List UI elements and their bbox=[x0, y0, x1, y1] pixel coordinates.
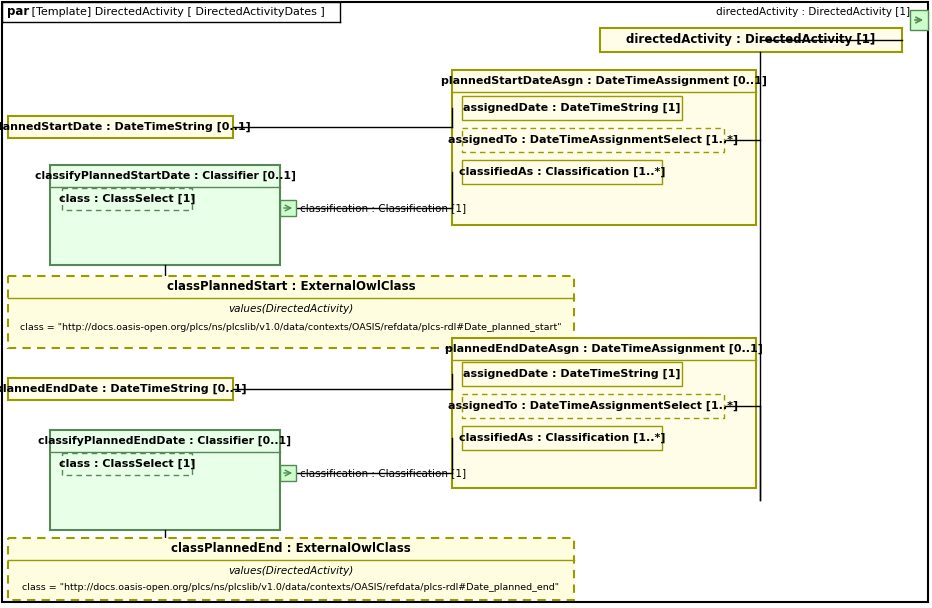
Bar bbox=[462, 128, 724, 152]
Text: assignedDate : DateTimeString [1]: assignedDate : DateTimeString [1] bbox=[463, 103, 680, 113]
Bar bbox=[280, 465, 296, 481]
Bar bbox=[62, 188, 192, 210]
Text: classifyPlannedStartDate : Classifier [0..1]: classifyPlannedStartDate : Classifier [0… bbox=[34, 171, 295, 181]
Text: values(DirectedActivity): values(DirectedActivity) bbox=[228, 304, 353, 314]
Text: plannedEndDateAsgn : DateTimeAssignment [0..1]: plannedEndDateAsgn : DateTimeAssignment … bbox=[445, 344, 763, 354]
Text: plannedStartDateAsgn : DateTimeAssignment [0..1]: plannedStartDateAsgn : DateTimeAssignmen… bbox=[441, 76, 767, 86]
Bar bbox=[50, 165, 280, 265]
Bar bbox=[452, 70, 756, 225]
Text: class : ClassSelect [1]: class : ClassSelect [1] bbox=[59, 459, 195, 469]
Text: class : ClassSelect [1]: class : ClassSelect [1] bbox=[59, 194, 195, 204]
Bar bbox=[50, 430, 280, 530]
Bar bbox=[462, 426, 662, 450]
Bar bbox=[462, 394, 724, 418]
Bar bbox=[462, 160, 662, 184]
Bar bbox=[452, 338, 756, 488]
Text: directedActivity : DirectedActivity [1]: directedActivity : DirectedActivity [1] bbox=[626, 33, 876, 46]
Text: plannedStartDate : DateTimeString [0..1]: plannedStartDate : DateTimeString [0..1] bbox=[0, 122, 251, 132]
Text: assignedDate : DateTimeString [1]: assignedDate : DateTimeString [1] bbox=[463, 369, 680, 379]
Text: [Template] DirectedActivity [ DirectedActivityDates ]: [Template] DirectedActivity [ DirectedAc… bbox=[28, 7, 324, 17]
Text: classifiedAs : Classification [1..*]: classifiedAs : Classification [1..*] bbox=[459, 167, 665, 177]
Bar bbox=[600, 28, 902, 52]
Text: classifiedAs : Classification [1..*]: classifiedAs : Classification [1..*] bbox=[459, 433, 665, 443]
Text: class = "http://docs.oasis-open.org/plcs/ns/plcslib/v1.0/data/contexts/OASIS/ref: class = "http://docs.oasis-open.org/plcs… bbox=[22, 584, 559, 593]
Text: classification : Classification [1]: classification : Classification [1] bbox=[300, 203, 466, 213]
Text: classPlannedStart : ExternalOwlClass: classPlannedStart : ExternalOwlClass bbox=[167, 280, 416, 294]
Bar bbox=[910, 10, 928, 30]
Bar bbox=[62, 453, 192, 475]
Text: par: par bbox=[7, 5, 29, 18]
Bar bbox=[462, 362, 682, 386]
Text: classPlannedEnd : ExternalOwlClass: classPlannedEnd : ExternalOwlClass bbox=[171, 542, 411, 556]
Bar bbox=[462, 96, 682, 120]
Text: plannedEndDate : DateTimeString [0..1]: plannedEndDate : DateTimeString [0..1] bbox=[0, 384, 246, 394]
Bar bbox=[8, 116, 233, 138]
Text: directedActivity : DirectedActivity [1]: directedActivity : DirectedActivity [1] bbox=[716, 7, 910, 17]
Text: assignedTo : DateTimeAssignmentSelect [1..*]: assignedTo : DateTimeAssignmentSelect [1… bbox=[448, 401, 738, 411]
Bar bbox=[8, 538, 574, 600]
Text: assignedTo : DateTimeAssignmentSelect [1..*]: assignedTo : DateTimeAssignmentSelect [1… bbox=[448, 135, 738, 145]
Bar bbox=[8, 378, 233, 400]
Text: values(DirectedActivity): values(DirectedActivity) bbox=[228, 566, 353, 576]
Text: class = "http://docs.oasis-open.org/plcs/ns/plcslib/v1.0/data/contexts/OASIS/ref: class = "http://docs.oasis-open.org/plcs… bbox=[21, 323, 562, 333]
Bar bbox=[280, 200, 296, 216]
Text: classifyPlannedEndDate : Classifier [0..1]: classifyPlannedEndDate : Classifier [0..… bbox=[38, 436, 292, 446]
Text: classification : Classification [1]: classification : Classification [1] bbox=[300, 468, 466, 478]
Bar bbox=[8, 276, 574, 348]
